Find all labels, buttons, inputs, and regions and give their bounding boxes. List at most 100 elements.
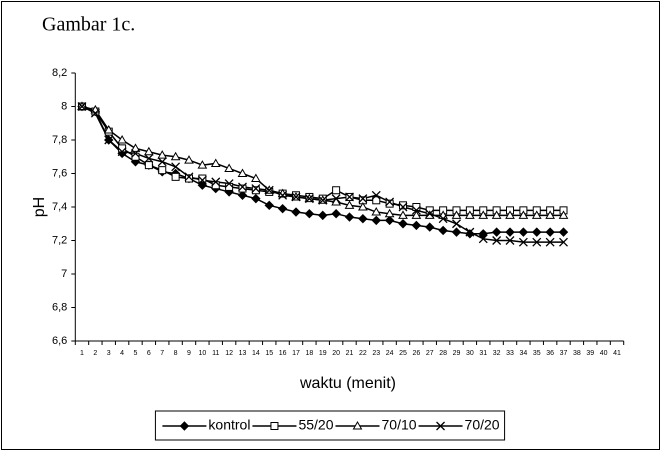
marker xyxy=(251,186,260,195)
marker xyxy=(103,124,114,134)
marker xyxy=(251,193,261,204)
y-tick-label: 7 xyxy=(61,268,67,280)
marker xyxy=(179,421,190,431)
marker xyxy=(371,190,381,200)
y-tick-label: 8,2 xyxy=(52,67,67,79)
chart-title: Gambar 1c. xyxy=(42,14,135,36)
marker xyxy=(358,201,368,211)
marker xyxy=(398,202,408,212)
x-tick-label: 39 xyxy=(586,350,594,357)
marker xyxy=(251,173,261,183)
marker xyxy=(278,190,288,200)
x-tick-label: 36 xyxy=(546,350,554,357)
marker xyxy=(104,135,114,145)
marker xyxy=(385,199,394,208)
x-tick-label: 19 xyxy=(319,350,327,357)
marker xyxy=(157,157,167,167)
marker xyxy=(505,227,515,237)
x-tick-label: 2 xyxy=(93,350,97,357)
x-tick-label: 11 xyxy=(212,350,219,357)
y-tick-label: 7,2 xyxy=(52,234,67,246)
marker xyxy=(425,222,435,232)
x-tick-label: 37 xyxy=(560,350,568,357)
marker xyxy=(371,207,382,216)
marker xyxy=(492,236,502,245)
x-tick-label: 34 xyxy=(519,350,527,357)
marker xyxy=(270,422,279,430)
marker xyxy=(438,225,448,236)
legend-label: 55/20 xyxy=(298,417,333,433)
marker xyxy=(545,237,555,247)
x-tick-label: 21 xyxy=(346,350,354,357)
marker xyxy=(451,227,462,237)
marker xyxy=(277,203,288,214)
marker xyxy=(264,185,274,195)
y-tick-label: 6,6 xyxy=(52,335,67,347)
marker xyxy=(491,227,502,237)
x-tick-label: 13 xyxy=(239,350,247,357)
marker xyxy=(331,194,341,204)
marker xyxy=(531,210,542,219)
marker xyxy=(385,197,395,207)
marker xyxy=(436,421,445,431)
marker xyxy=(117,134,127,144)
marker xyxy=(170,151,181,161)
marker xyxy=(451,210,462,219)
marker xyxy=(210,158,221,167)
x-tick-label: 27 xyxy=(426,350,434,357)
y-tick-label: 7,4 xyxy=(52,201,67,213)
legend-label: 70/20 xyxy=(465,417,500,433)
marker xyxy=(197,175,207,185)
marker xyxy=(344,200,355,209)
marker xyxy=(559,237,568,247)
marker xyxy=(291,207,301,217)
marker xyxy=(505,236,515,245)
x-tick-label: 3 xyxy=(107,350,111,357)
marker xyxy=(171,162,181,172)
y-tick-label: 8 xyxy=(61,100,67,112)
x-tick-label: 29 xyxy=(453,350,461,357)
marker xyxy=(411,205,421,215)
marker xyxy=(158,166,167,175)
marker xyxy=(171,172,180,181)
y-axis-title: pH xyxy=(31,197,48,217)
x-tick-label: 12 xyxy=(225,350,233,357)
marker xyxy=(558,227,569,237)
marker xyxy=(184,172,194,182)
x-tick-label: 6 xyxy=(147,350,151,357)
x-tick-label: 30 xyxy=(466,350,474,357)
marker xyxy=(144,153,154,163)
marker xyxy=(411,220,422,231)
x-tick-label: 33 xyxy=(506,350,514,357)
marker xyxy=(545,227,555,237)
marker xyxy=(452,219,461,229)
marker xyxy=(198,174,207,183)
marker xyxy=(384,215,395,226)
x-tick-label: 22 xyxy=(359,350,367,357)
marker xyxy=(358,194,368,204)
marker xyxy=(238,184,247,193)
marker xyxy=(237,168,248,177)
marker xyxy=(157,150,168,159)
marker xyxy=(545,210,555,219)
marker xyxy=(352,420,363,430)
x-tick-label: 25 xyxy=(399,350,407,357)
marker xyxy=(318,195,328,205)
x-tick-label: 20 xyxy=(332,350,340,357)
legend: kontrol 55/20 70/10 70/20 xyxy=(154,410,506,441)
marker xyxy=(264,200,274,211)
marker xyxy=(238,182,247,192)
marker xyxy=(465,229,475,239)
legend-label: kontrol xyxy=(208,417,250,433)
marker xyxy=(491,210,502,219)
x-tick-label: 16 xyxy=(279,350,287,357)
x-tick-label: 41 xyxy=(613,350,621,357)
marker xyxy=(144,146,154,156)
legend-label: 70/10 xyxy=(381,417,416,433)
x-tick-label: 24 xyxy=(386,350,394,357)
x-tick-label: 1 xyxy=(80,350,84,357)
marker xyxy=(398,219,408,229)
marker xyxy=(131,148,140,158)
x-tick-label: 26 xyxy=(412,350,420,357)
